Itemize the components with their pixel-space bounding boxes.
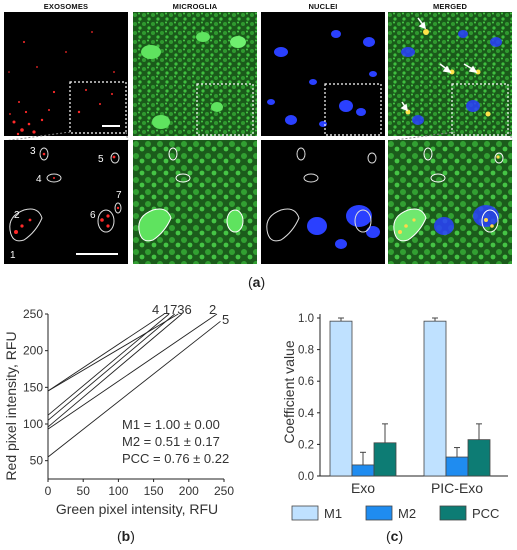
c-y-tick-label: 0.2	[298, 439, 314, 451]
header-microglia: MICROGLIA	[172, 2, 218, 11]
b-x-tick-label: 100	[108, 484, 128, 498]
b-regression-line-3	[47, 313, 176, 421]
b-y-tick-label: 50	[30, 454, 44, 468]
b-regression-line-4	[47, 313, 165, 392]
b-regression-line-5	[47, 320, 221, 458]
c-y-tick-label: 0.4	[298, 408, 315, 420]
c-category-label: Exo	[351, 480, 375, 496]
c-legend-swatch-m2	[365, 505, 393, 521]
header-nuclei: NUCLEI	[308, 2, 338, 11]
microglia-panel	[133, 12, 257, 136]
b-ylabel: Red pixel intensity, RFU	[3, 331, 19, 480]
b-stat-m1: M1 = 1.00 ± 0.00	[122, 417, 220, 432]
b-y-tick-label: 200	[23, 344, 43, 358]
c-bar-m1-pic-exo	[423, 320, 447, 477]
c-bar-pcc-exo	[373, 442, 397, 477]
chart-b: 0 50 100 150 200 250 50 100 150 200 250 Green pixe…	[3, 302, 234, 517]
nuclei-panel	[261, 12, 385, 136]
b-x-tick-label: 50	[77, 484, 91, 498]
c-legend-label-m1: M1	[324, 506, 342, 521]
b-x-tick-label: 150	[144, 484, 164, 498]
b-regression-line-7	[47, 313, 170, 416]
b-xlabel: Green pixel intensity, RFU	[56, 501, 218, 517]
merged-panel	[388, 12, 512, 136]
merged-zoom-panel	[388, 140, 512, 264]
c-ylabel: Coefficient value	[282, 340, 297, 443]
c-y-tick-label: 0.6	[298, 376, 314, 388]
c-bar-m2-exo	[351, 464, 375, 477]
roi-label-3: 3	[30, 146, 36, 157]
b-x-tick-label: 200	[179, 484, 199, 498]
b-regression-line-2	[47, 313, 218, 430]
b-label-top-group: 4 1736	[152, 302, 192, 317]
header-exosomes: EXOSOMES	[43, 2, 89, 11]
c-legend-label-pcc: PCC	[472, 506, 499, 521]
c-bar-pcc-pic-exo	[467, 439, 491, 477]
panel-a-label: (a)	[248, 274, 266, 290]
c-category-label: PIC-Exo	[431, 480, 483, 496]
c-legend-label-m2: M2	[398, 506, 416, 521]
c-y-tick-label: 0.0	[298, 471, 314, 483]
exosomes-panel	[4, 12, 128, 136]
header-merged: MERGED	[432, 2, 468, 11]
roi-label-1: 1	[10, 250, 16, 261]
b-y-tick-label: 250	[23, 307, 43, 321]
b-y-tick-label: 100	[23, 417, 43, 431]
microglia-zoom-panel	[133, 140, 257, 264]
c-y-tick-label: 1.0	[298, 313, 314, 325]
roi-label-6: 6	[90, 210, 96, 221]
b-label-2: 2	[209, 302, 216, 317]
b-stat-pcc: PCC = 0.76 ± 0.22	[122, 451, 229, 466]
exosomes-zoom-panel: 3 4 5 7 2 6 1	[4, 140, 128, 264]
b-regression-line-1	[47, 313, 179, 392]
roi-label-7: 7	[116, 190, 122, 201]
b-y-tick-label: 150	[23, 380, 43, 394]
roi-label-2: 2	[14, 210, 20, 221]
c-legend-swatch-m1	[291, 505, 319, 521]
nuclei-zoom-panel	[261, 140, 385, 264]
c-y-tick-label: 0.8	[298, 345, 314, 357]
c-legend-swatch-pcc	[439, 505, 467, 521]
zoom-guides	[3, 132, 513, 142]
panel-c-label: (c)	[386, 528, 404, 544]
c-bar-m2-pic-exo	[445, 456, 469, 477]
roi-label-5: 5	[98, 154, 104, 165]
b-stat-m2: M2 = 0.51 ± 0.17	[122, 434, 220, 449]
b-x-tick-label: 250	[214, 484, 234, 498]
b-x-tick-label: 0	[45, 484, 52, 498]
c-bar-m1-exo	[329, 320, 353, 477]
panel-b-label: (b)	[117, 528, 135, 544]
b-regression-line-6	[47, 313, 183, 428]
b-label-5: 5	[222, 312, 229, 327]
chart-c: 0.0 0.2 0.4 0.6 0.8 1.0 Exo PIC-Exo M1 M2 PCC Co…	[282, 313, 508, 521]
roi-label-4: 4	[36, 174, 42, 185]
